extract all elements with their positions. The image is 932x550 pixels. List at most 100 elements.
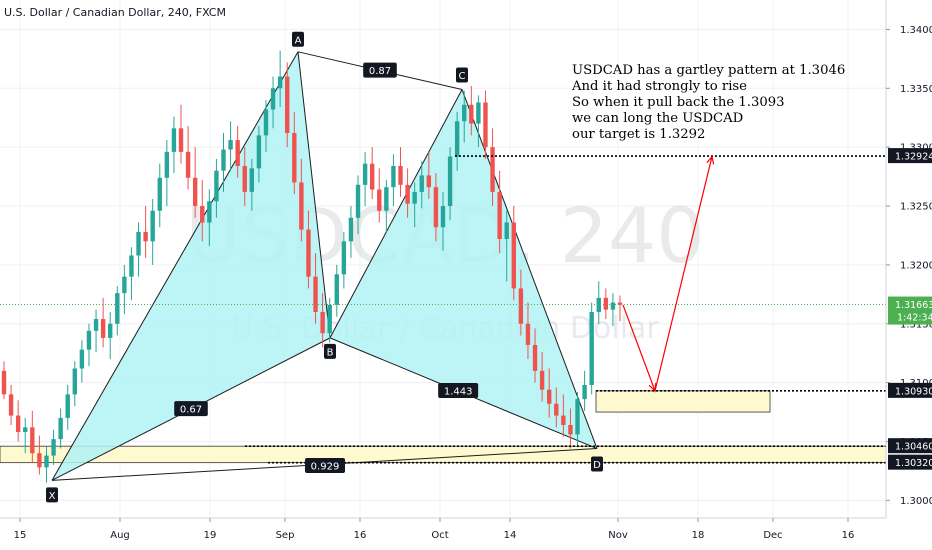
candle [518,288,524,324]
trade-note-line: So when it pull back the 1.3093 [572,95,785,110]
projection-arrow[interactable] [622,155,715,393]
candle [65,394,70,418]
candle [341,241,347,275]
candlestick-series [1,50,623,483]
candle [100,319,106,338]
point-label-a: A [295,35,302,46]
candle [150,210,155,242]
ratio-label-box [305,458,345,473]
candle [426,175,432,188]
candle [108,323,113,338]
ratio-label: 0.67 [180,405,202,416]
current-price-label: 1.31663 [895,300,932,311]
current-price-tag [888,296,932,325]
chart-title: U.S. Dollar / Canadian Dollar, 240, FXCM [4,6,226,19]
candle [93,319,99,331]
point-label-box [591,456,603,472]
price-tick-label: 1.34000 [900,25,932,36]
candle [476,102,481,124]
ratio-label-box [438,382,479,398]
candle [23,427,28,433]
ratio-label-box [363,62,397,78]
candle [129,255,134,277]
ratio-label-box [174,401,208,417]
point-label-box [456,67,468,83]
candle [575,399,580,435]
candle [398,165,403,185]
candle [511,222,516,289]
candle [1,370,7,395]
time-tick-label: Nov [608,530,628,541]
price-zones [0,390,887,464]
point-label-box [324,343,336,359]
point-label-box [292,31,304,47]
candle [405,184,410,204]
candle [355,184,361,218]
time-tick-label: 14 [504,530,517,541]
candle [454,121,460,157]
candle [447,156,453,207]
candle [525,323,531,345]
pattern-leg-bc [329,89,463,339]
point-label-c: C [459,71,466,82]
candle [143,231,148,242]
candle [185,151,191,178]
time-tick-label: 16 [354,530,367,541]
price-level-tag-label: 1.32924 [895,152,932,163]
candle [391,165,396,188]
time-tick-label: Dec [763,530,782,541]
candle [419,175,424,192]
candle [497,191,502,239]
candle [122,276,127,294]
candle [242,165,247,192]
price-level-tag-label: 1.30320 [895,458,932,469]
pattern-leg-xa [51,51,299,481]
time-tick-label: Sep [276,530,295,541]
candle [384,187,389,211]
pattern-triangle-bcd [330,89,597,449]
candle [617,302,623,305]
time-tick-label: 16 [842,530,855,541]
candle [157,177,162,211]
candle [115,293,120,324]
candle [58,417,63,440]
ratio-label: 1.443 [444,386,473,397]
candle [348,217,354,242]
point-label-box [46,487,58,503]
candle [277,76,283,89]
trade-note-line: our target is 1.3292 [572,127,706,142]
ratio-label: 0.929 [311,462,340,473]
price-tick-label: 1.32000 [900,260,932,271]
projection-arrowhead-up [706,155,715,165]
price-axis[interactable]: 1.300001.305001.310001.315001.320001.325… [885,0,932,550]
candle [270,88,276,110]
price-level-tag [888,454,932,470]
time-tick-label: 19 [204,530,217,541]
point-label-d: D [593,460,601,471]
candle [72,368,77,395]
price-level-lines[interactable] [0,155,886,464]
candle [192,177,198,207]
candle [462,104,467,122]
entry-zone [595,390,771,413]
candle [178,128,184,152]
trade-note-line: And it had strongly to rise [572,79,747,94]
candle [490,147,495,192]
candle [86,330,92,350]
candle [561,415,566,425]
candle [249,168,255,192]
candle [292,133,297,183]
candle [327,304,332,334]
candle [207,201,212,223]
price-tick-label: 1.30000 [900,496,932,507]
candle [469,104,474,124]
price-level-tag [888,438,932,454]
time-axis[interactable]: 15 Aug 19 Sep 16 Oct 14 Nov 18 Dec 16 [0,517,886,541]
candle [30,427,35,454]
candle [221,149,226,171]
candle [214,170,219,202]
price-level-tag-label: 1.30930 [895,386,932,397]
trade-note[interactable]: USDCAD has a gartley pattern at 1.3046 A… [572,63,845,143]
pattern-leg-cd [461,89,598,449]
